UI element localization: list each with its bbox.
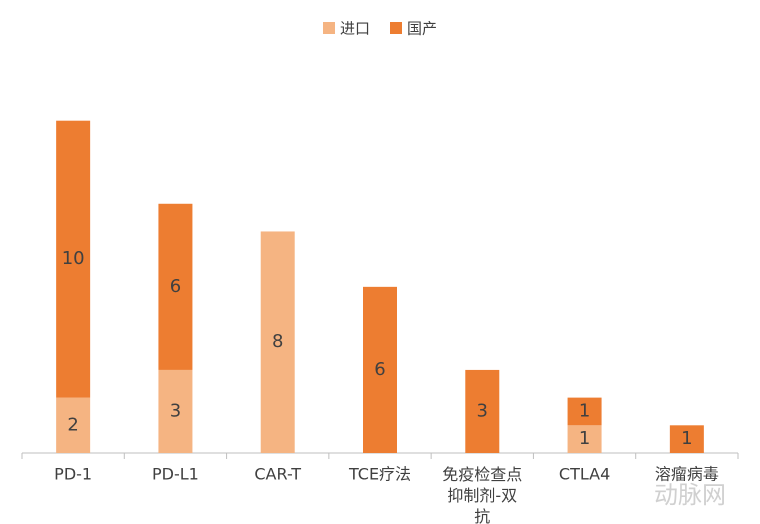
x-tick-label: CTLA4	[559, 465, 610, 484]
bar-segment	[363, 286, 397, 453]
value-label: 8	[272, 331, 283, 352]
bar-segment	[260, 231, 295, 453]
value-label: 6	[374, 359, 385, 380]
x-tick-label: CAR-T	[254, 465, 301, 484]
bar-segment	[56, 397, 91, 453]
bar-segment	[158, 203, 193, 370]
value-label: 1	[579, 428, 590, 449]
bar-segment	[465, 369, 500, 453]
value-label: 3	[477, 400, 488, 421]
value-label: 6	[170, 276, 181, 297]
x-tick-label: TCE疗法	[348, 465, 411, 484]
x-tick-label: 免疫检查点抑制剂-双抗	[442, 465, 522, 524]
value-label: 3	[170, 400, 181, 421]
x-tick-label: PD-L1	[152, 465, 199, 484]
value-label: 2	[67, 414, 78, 435]
bar-segment	[56, 120, 91, 398]
legend-label: 进口	[340, 20, 370, 38]
bar-segment	[567, 397, 602, 426]
bar-segment	[669, 425, 704, 453]
value-label: 10	[62, 248, 85, 269]
x-tick-label: 溶瘤病毒	[655, 465, 719, 484]
legend-swatch	[390, 22, 402, 34]
legend-swatch	[323, 22, 335, 34]
legend-label: 国产	[407, 20, 437, 38]
watermark: 动脉网	[654, 481, 726, 509]
value-label: 1	[681, 428, 692, 449]
bar-segment	[158, 369, 193, 453]
x-tick-label: PD-1	[54, 465, 92, 484]
bar-segment	[567, 425, 602, 453]
value-label: 1	[579, 400, 590, 421]
